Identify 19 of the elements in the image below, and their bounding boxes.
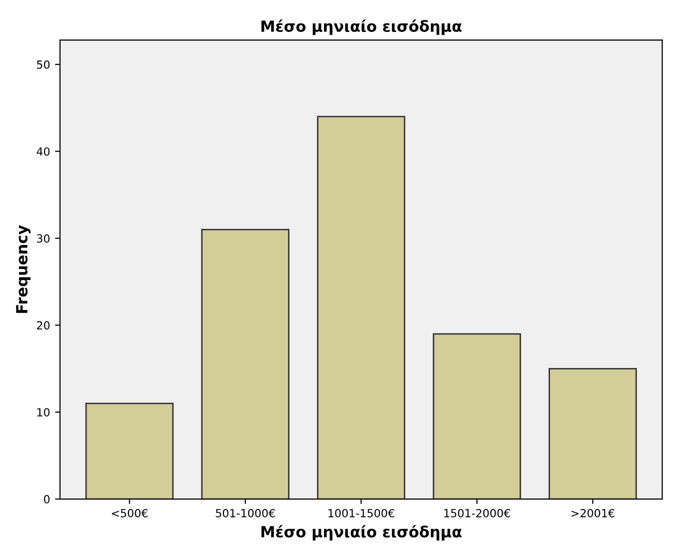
- y-axis-title: Frequency: [16, 225, 31, 313]
- bar: [316, 116, 406, 500]
- bar: [548, 368, 637, 500]
- bar: [85, 402, 174, 500]
- y-tick-label: 20: [36, 321, 50, 330]
- y-tick-label: 50: [37, 60, 50, 69]
- x-tick-label: 501-1000€: [216, 508, 275, 518]
- x-tick-label: <500€: [112, 508, 148, 518]
- x-tick-label: 1001-1500€: [328, 508, 394, 518]
- x-axis-title: Μέσο μηνιαίο εισόδημα: [261, 525, 462, 540]
- x-tick-label: 1501-2000€: [444, 508, 510, 518]
- bar: [201, 228, 290, 500]
- bar: [432, 333, 522, 500]
- y-tick-label: 40: [36, 147, 50, 156]
- x-tick-label: >2001€: [572, 508, 614, 518]
- chart-title: Μέσο μηνιαίο εισόδημα: [261, 20, 462, 35]
- y-tick-label: 0: [44, 495, 50, 504]
- y-tick-label: 10: [37, 408, 50, 416]
- y-tick-label: 30: [37, 234, 50, 243]
